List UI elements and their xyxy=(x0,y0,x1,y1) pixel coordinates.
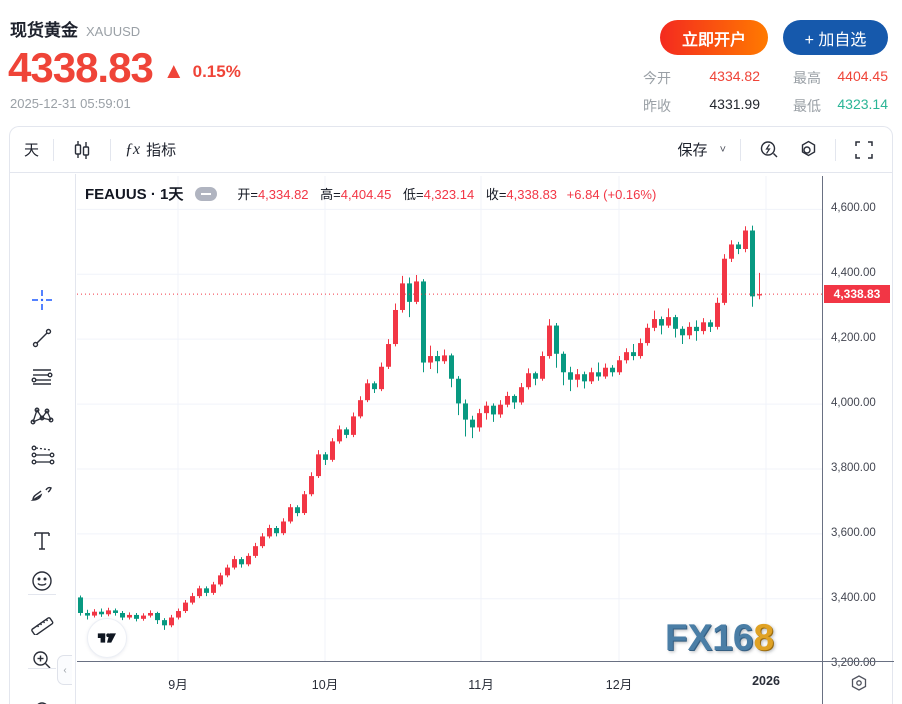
legend-collapse-button[interactable] xyxy=(195,186,218,201)
price-axis-tick: 4,200.00 xyxy=(831,332,876,345)
tool-divider xyxy=(28,668,56,669)
open-account-button[interactable]: 立即开户 xyxy=(660,20,768,55)
zoom-in-tool[interactable] xyxy=(22,644,62,676)
instrument-symbol: XAUUSD xyxy=(86,24,141,39)
interval-button[interactable]: 天 xyxy=(24,142,40,159)
toolbar-divider xyxy=(740,138,741,161)
crosshair-tool[interactable] xyxy=(22,284,62,316)
tool-divider xyxy=(28,594,56,595)
legend-symbol: FEAUUS · 1天 xyxy=(85,186,184,203)
axis-settings-icon[interactable] xyxy=(848,672,870,694)
time-axis-tick: 9月 xyxy=(168,678,188,692)
ohlc-high-label: 高= xyxy=(320,187,341,202)
stat-low: 最低 4323.14 xyxy=(793,96,888,116)
chart-toolbar: 天 ƒx 指标 保存 ˅ xyxy=(10,127,892,173)
change-percent: 0.15% xyxy=(192,62,241,81)
time-axis-tick: 11月 xyxy=(468,678,494,692)
stat-open-label: 今开 xyxy=(643,70,671,86)
ohlc-low-label: 低= xyxy=(403,187,424,202)
ohlc-low-value: 4,323.14 xyxy=(423,187,475,202)
fx-icon: ƒx xyxy=(125,140,141,158)
stat-open: 今开 4334.82 xyxy=(643,68,760,88)
stat-low-value: 4323.14 xyxy=(837,96,888,112)
ohlc-change: +6.84 (+0.16%) xyxy=(566,187,657,202)
measure-tool[interactable] xyxy=(22,606,62,638)
stat-prev-close: 昨收 4331.99 xyxy=(643,96,760,116)
stat-high-label: 最高 xyxy=(793,70,821,86)
legend-ohlc: 开=4,334.82 高=4,404.45 低=4,323.14 收=4,338… xyxy=(229,184,656,203)
toolbar-divider xyxy=(110,138,112,161)
time-axis-tick: 2026 xyxy=(752,674,780,688)
save-chevron-down-icon[interactable]: ˅ xyxy=(719,143,726,156)
indicators-button[interactable]: ƒx 指标 xyxy=(125,139,176,160)
price-axis[interactable]: 4,338.83 4,600.00 4,400.00 4,200.00 4,000.0… xyxy=(822,176,894,669)
time-axis-tick: 12月 xyxy=(605,678,633,692)
xabcd-pattern-tool[interactable] xyxy=(22,400,62,432)
quick-search-icon[interactable] xyxy=(755,136,783,164)
toolbar-right-group: 保存 ˅ xyxy=(678,136,878,164)
fx168-watermark-gold: 8 xyxy=(753,617,775,658)
time-axis[interactable]: 9月 10月 11月 12月 2026 xyxy=(77,661,822,704)
stat-prev-close-value: 4331.99 xyxy=(709,96,760,112)
brush-tool[interactable] xyxy=(22,477,62,509)
stat-open-value: 4334.82 xyxy=(709,68,760,84)
last-price: 4338.83 xyxy=(8,44,154,91)
text-tool[interactable] xyxy=(22,525,62,557)
price-axis-tick: 3,400.00 xyxy=(831,591,876,604)
collapse-drawing-toolbar-button[interactable]: ‹ xyxy=(57,655,72,685)
instrument-name: 现货黄金 xyxy=(10,21,78,40)
trend-line-tool[interactable] xyxy=(22,322,62,354)
ohlc-open-value: 4,334.82 xyxy=(257,187,309,202)
time-axis-tick: 10月 xyxy=(311,678,339,692)
stat-prev-close-label: 昨收 xyxy=(643,98,671,114)
chart-body: FEAUUS · 1天 开=4,334.82 高=4,404.45 低=4,32… xyxy=(10,174,894,704)
price-axis-tick: 3,200.00 xyxy=(831,656,876,669)
quote-timestamp: 2025-12-31 05:59:01 xyxy=(10,96,131,111)
stat-low-label: 最低 xyxy=(793,98,821,114)
toolbar-divider xyxy=(53,138,55,161)
prediction-tool[interactable] xyxy=(22,439,62,471)
ohlc-close-label: 收= xyxy=(485,187,507,202)
fx168-watermark-blue: FX16 xyxy=(665,617,754,658)
fib-retracement-tool[interactable] xyxy=(22,360,62,392)
indicators-label: 指标 xyxy=(146,142,177,159)
price-axis-tick: 4,000.00 xyxy=(831,397,876,410)
chart-canvas[interactable]: FEAUUS · 1天 开=4,334.82 高=4,404.45 低=4,32… xyxy=(77,174,822,661)
price-axis-tick: 3,800.00 xyxy=(831,461,876,474)
save-button[interactable]: 保存 xyxy=(677,142,708,159)
ohlc-open-label: 开= xyxy=(237,187,258,202)
ohlc-close-value: 4,338.83 xyxy=(506,187,558,202)
instrument-title-row: 现货黄金 XAUUSD xyxy=(10,16,140,41)
drawing-toolbar xyxy=(10,174,76,704)
chart-widget: 天 ƒx 指标 保存 ˅ xyxy=(9,126,894,704)
chart-type-candles-icon[interactable] xyxy=(68,136,96,164)
price-axis-tick: 4,600.00 xyxy=(831,202,876,215)
chart-legend: FEAUUS · 1天 开=4,334.82 高=4,404.45 低=4,32… xyxy=(85,183,656,204)
magnet-tool[interactable] xyxy=(22,696,62,704)
candlestick-chart[interactable] xyxy=(77,176,822,661)
fx168-watermark: FX168 xyxy=(665,617,774,659)
ohlc-high-value: 4,404.45 xyxy=(340,187,392,202)
stat-high-value: 4404.45 xyxy=(837,68,888,84)
price-row: 4338.83 ▲ 0.15% xyxy=(8,44,241,92)
axis-corner xyxy=(822,661,894,704)
price-axis-tick: 3,600.00 xyxy=(831,526,876,539)
tradingview-logo[interactable] xyxy=(87,618,127,658)
toolbar-divider xyxy=(835,138,836,161)
add-watchlist-button[interactable]: + 加自选 xyxy=(783,20,888,55)
price-axis-tick: 4,400.00 xyxy=(831,267,876,280)
stat-high: 最高 4404.45 xyxy=(793,68,888,88)
fullscreen-icon[interactable] xyxy=(850,136,878,164)
up-arrow-icon: ▲ xyxy=(162,58,185,83)
emoji-tool[interactable] xyxy=(22,565,62,597)
chart-settings-icon[interactable] xyxy=(793,136,821,164)
last-price-axis-label: 4,338.83 xyxy=(824,285,890,304)
